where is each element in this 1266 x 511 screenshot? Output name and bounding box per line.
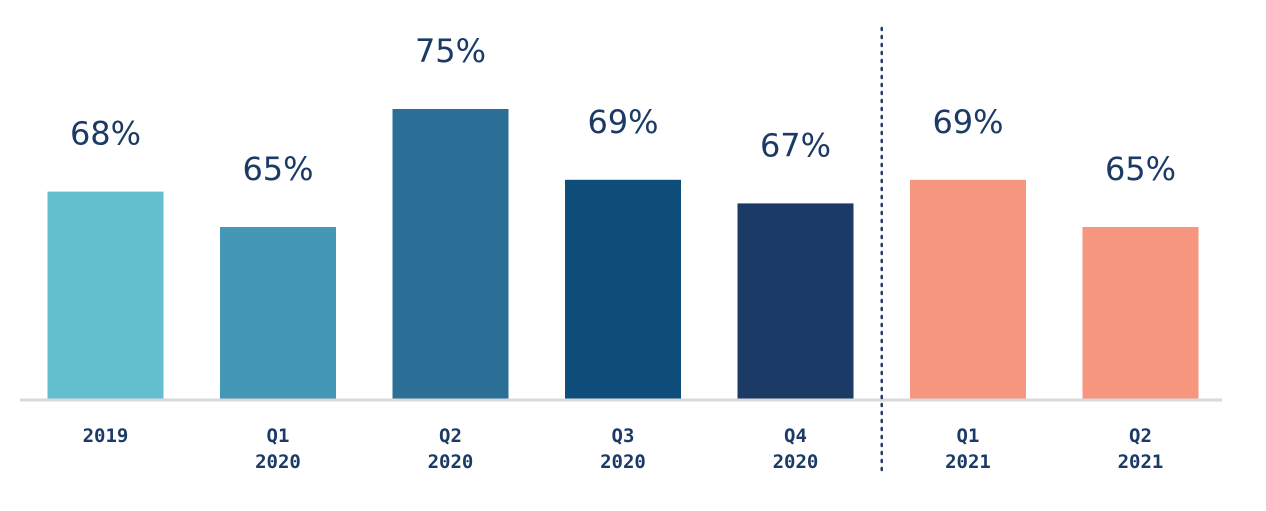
bar-2 [392, 109, 509, 399]
bar-0 [47, 191, 164, 399]
value-labels-group: 68% 65% 75% 69% 67% 69% 65% [70, 32, 1176, 188]
category-label-1-0: Q1 [267, 425, 290, 447]
value-label-5: 69% [932, 103, 1003, 141]
value-label-4: 67% [760, 126, 831, 164]
category-label-5-1: 2021 [945, 451, 991, 473]
category-label-5-0: Q1 [957, 425, 980, 447]
category-label-6-0: Q2 [1129, 425, 1152, 447]
category-label-3-1: 2020 [600, 451, 646, 473]
category-label-4-0: Q4 [784, 425, 807, 447]
category-label-1-1: 2020 [255, 451, 301, 473]
value-label-6: 65% [1105, 150, 1176, 188]
value-label-2: 75% [415, 32, 486, 70]
bar-4 [737, 203, 854, 399]
bar-3 [565, 179, 681, 399]
bars-group [47, 109, 1199, 399]
value-label-1: 65% [242, 150, 313, 188]
category-label-0-0: 2019 [83, 425, 129, 447]
bar-1 [220, 227, 336, 399]
category-label-6-1: 2021 [1118, 451, 1164, 473]
category-labels-group: 2019 Q1 2020 Q2 2020 Q3 2020 Q4 2020 Q1 2021 Q2 2021 [83, 425, 1164, 473]
category-label-2-1: 2020 [428, 451, 474, 473]
value-label-0: 68% [70, 115, 141, 153]
category-label-3-0: Q3 [612, 425, 635, 447]
bar-6 [1082, 227, 1199, 399]
value-label-3: 69% [587, 103, 658, 141]
bar-5 [910, 179, 1026, 399]
category-label-2-0: Q2 [439, 425, 462, 447]
category-label-4-1: 2020 [773, 451, 819, 473]
